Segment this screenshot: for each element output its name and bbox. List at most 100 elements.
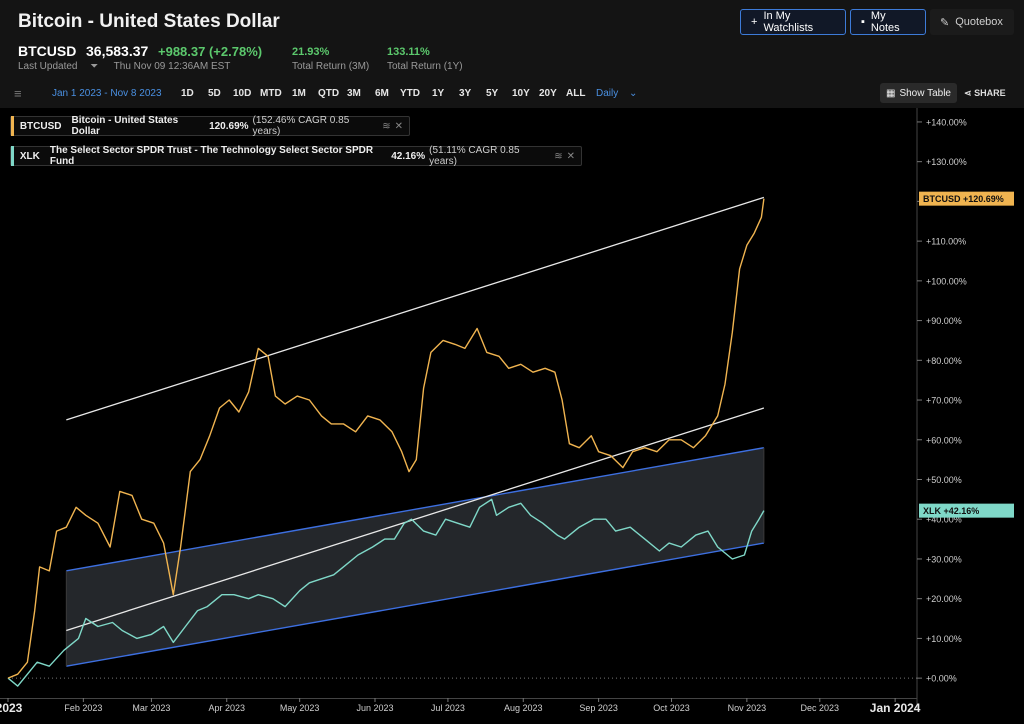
interval-label: Daily <box>596 88 619 99</box>
legend-swatch-btcusd <box>11 116 14 136</box>
watchlists-label: In My Watchlists <box>763 10 814 34</box>
legend-pct-xlk: 42.16% <box>391 150 426 162</box>
table-icon: ▦ <box>886 87 896 99</box>
legend-ticker-btcusd: BTCUSD <box>19 120 62 132</box>
period-button-5y[interactable]: 5Y <box>486 88 499 99</box>
y-tick-label: +30.00% <box>926 554 962 564</box>
show-table-label: Show Table <box>899 87 951 99</box>
quotebox-label: Quotebox <box>955 16 1003 28</box>
share-button[interactable]: ⋖ SHARE <box>964 88 1006 99</box>
my-notes-label: My Notes <box>870 10 900 34</box>
last-value-label-btcusd: BTCUSD +120.69% <box>923 194 1004 204</box>
last-value-label-xlk: XLK +42.16% <box>923 506 979 516</box>
x-tick-label: Nov 2023 <box>728 703 767 713</box>
trend-line <box>66 407 765 632</box>
share-label: SHARE <box>974 88 1006 98</box>
quotebox-button[interactable]: ✎ Quotebox <box>930 9 1014 35</box>
y-tick-label: +90.00% <box>926 316 962 326</box>
legend-cagr-xlk: (51.11% CAGR 0.85 years) <box>429 145 520 167</box>
watchlists-button[interactable]: + In My Watchlists <box>740 9 846 35</box>
y-tick-label: +130.00% <box>926 157 967 167</box>
y-tick-label: +60.00% <box>926 435 962 445</box>
period-button-qtd[interactable]: QTD <box>318 88 340 99</box>
last-updated-label: Last Updated <box>18 61 78 72</box>
series-line-btcusd[interactable] <box>7 198 765 679</box>
last-price: 36,583.37 <box>86 43 149 59</box>
period-button-all[interactable]: ALL <box>566 88 586 99</box>
x-tick-label: Mar 2023 <box>132 703 170 713</box>
x-tick-label: Feb 2023 <box>64 703 102 713</box>
period-button-20y[interactable]: 20Y <box>539 88 557 99</box>
legend-cagr-btcusd: (152.46% CAGR 0.85 years) <box>252 115 350 137</box>
period-button-mtd[interactable]: MTD <box>260 88 282 99</box>
y-tick-label: +100.00% <box>926 276 967 286</box>
note-icon: ▪ <box>861 16 865 28</box>
period-button-1d[interactable]: 1D <box>181 88 194 99</box>
y-tick-label: +70.00% <box>926 396 962 406</box>
chevron-down-icon: ⌄ <box>629 88 638 99</box>
legend-name-btcusd: Bitcoin - United States Dollar <box>71 115 179 137</box>
last-value-badge-btcusd <box>919 191 1014 206</box>
show-table-button[interactable]: ▦ Show Table <box>880 83 957 103</box>
last-value-badge-xlk <box>919 503 1014 518</box>
x-tick-label: Jul 2023 <box>431 703 465 713</box>
legend-name-xlk: The Select Sector SPDR Trust - The Techn… <box>49 145 374 167</box>
period-button-ytd[interactable]: YTD <box>400 88 420 99</box>
performance-chart[interactable]: +0.00% +10.00% +20.00% +30.00% +40.00% +50.00… <box>0 108 1024 724</box>
period-button-10y[interactable]: 10Y <box>512 88 530 99</box>
period-button-5d[interactable]: 5D <box>208 88 221 99</box>
legend-pct-btcusd: 120.69% <box>209 120 249 132</box>
period-button-1y[interactable]: 1Y <box>432 88 445 99</box>
close-icon[interactable]: ✕ <box>394 120 403 132</box>
x-tick-label: Aug 2023 <box>504 703 543 713</box>
period-button-1m[interactable]: 1M <box>292 88 306 99</box>
y-tick-label: +10.00% <box>926 634 962 644</box>
plus-icon: + <box>751 16 758 28</box>
trend-line <box>66 196 765 421</box>
period-button-3m[interactable]: 3M <box>347 88 361 99</box>
x-tick-label: Dec 2023 <box>801 703 840 713</box>
x-tick-label: Apr 2023 <box>208 703 245 713</box>
price-change: +988.37 (+2.78%) <box>158 44 263 59</box>
legend-btcusd: BTCUSD Bitcoin - United States Dollar 12… <box>10 115 410 137</box>
y-tick-label: +80.00% <box>926 356 962 366</box>
return-1y: 133.11% Total Return (1Y) <box>387 46 463 72</box>
chart-toolbar: ≡ Jan 1 2023 - Nov 8 2023 1D 5D 10D MTD 1M QT… <box>0 80 1024 108</box>
share-icon: ⋖ <box>964 88 972 98</box>
layers-icon[interactable]: ≋ <box>554 150 563 162</box>
y-tick-label: +40.00% <box>926 515 962 525</box>
channel-fill <box>66 447 764 667</box>
last-updated: Last Updated ⏷ Thu Nov 09 12:36AM EST <box>18 61 230 72</box>
return-1y-value: 133.11% <box>387 46 430 58</box>
ticker-symbol: BTCUSD <box>18 43 77 59</box>
x-tick-label: Oct 2023 <box>653 703 690 713</box>
channel-upper-line <box>66 447 765 572</box>
y-tick-label: +0.00% <box>926 674 957 684</box>
date-range-selector[interactable]: Jan 1 2023 - Nov 8 2023 <box>52 88 162 99</box>
last-updated-time: Thu Nov 09 12:36AM EST <box>113 61 231 72</box>
series-line-xlk[interactable] <box>7 498 765 687</box>
channel-lower-line <box>66 542 765 667</box>
return-3m: 21.93% Total Return (3M) <box>292 46 369 72</box>
my-notes-button[interactable]: ▪ My Notes <box>850 9 926 35</box>
page-title: Bitcoin - United States Dollar <box>18 11 280 32</box>
x-tick-label: Sep 2023 <box>579 703 618 713</box>
header-bar: Bitcoin - United States Dollar BTCUSD 36… <box>0 0 1024 80</box>
period-button-10d[interactable]: 10D <box>233 88 252 99</box>
period-button-3y[interactable]: 3Y <box>459 88 472 99</box>
y-tick-label: +20.00% <box>926 594 962 604</box>
interval-selector[interactable]: Daily ⌄ <box>596 88 637 99</box>
y-tick-label: +110.00% <box>926 237 966 247</box>
legend-swatch-xlk <box>11 146 14 166</box>
period-button-6m[interactable]: 6M <box>375 88 389 99</box>
clock-icon: ⏷ <box>90 61 99 72</box>
return-3m-label: Total Return (3M) <box>292 61 370 72</box>
menu-icon[interactable]: ≡ <box>14 86 22 101</box>
layers-icon[interactable]: ≋ <box>382 120 391 132</box>
return-3m-value: 21.93% <box>292 46 330 58</box>
close-icon[interactable]: ✕ <box>566 150 575 162</box>
return-1y-label: Total Return (1Y) <box>387 61 463 72</box>
x-tick-label: May 2023 <box>280 703 320 713</box>
x-tick-label: Jan 2024 <box>870 701 921 715</box>
legend-ticker-xlk: XLK <box>19 150 40 162</box>
